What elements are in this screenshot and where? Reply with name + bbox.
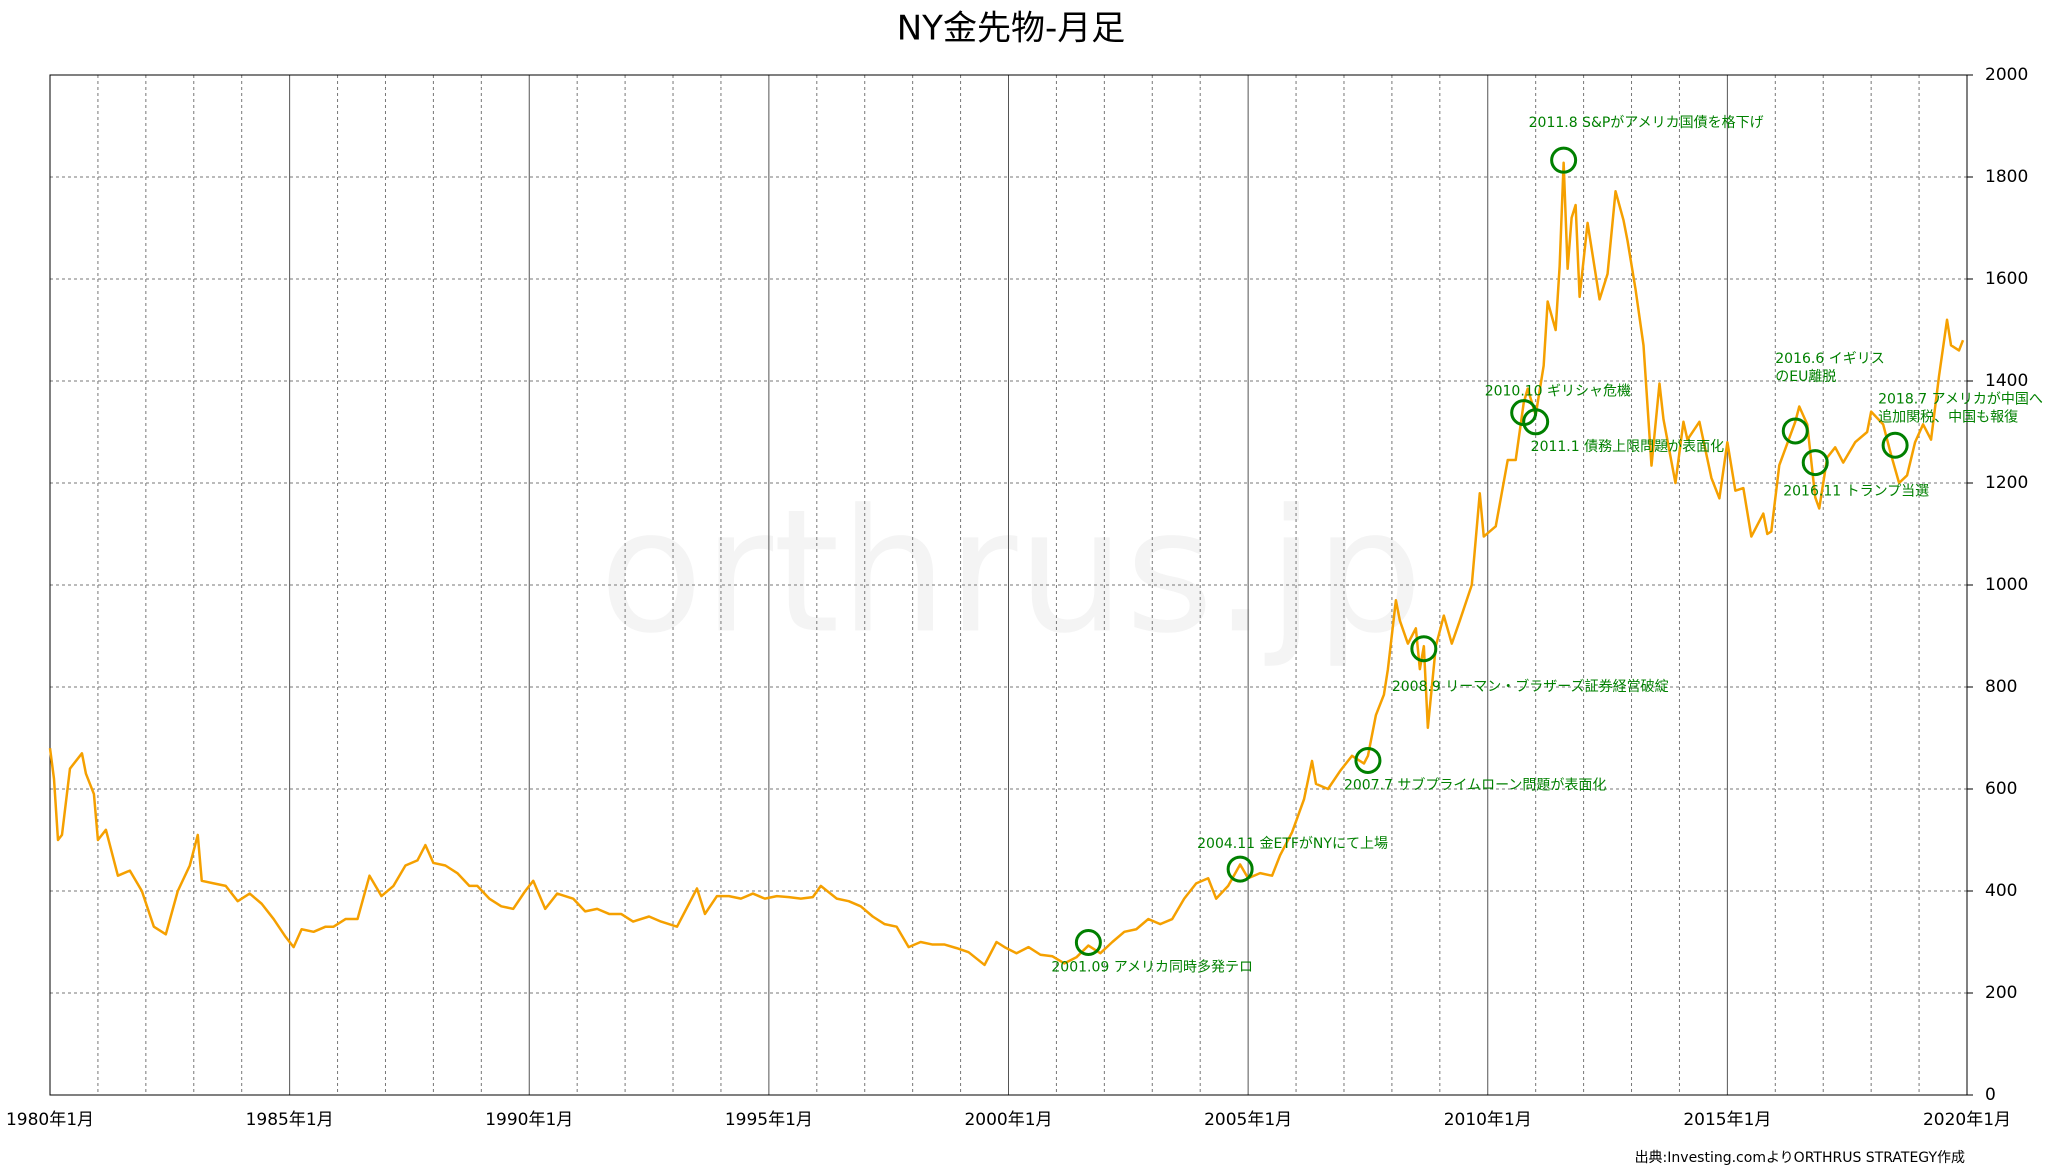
event-marker xyxy=(1522,408,1550,436)
source-note: 出典:Investing.comよりORTHRUS STRATEGY作成 xyxy=(1635,1150,1965,1166)
x-tick-label: 2005年1月 xyxy=(1204,1110,1292,1130)
price-line xyxy=(48,161,1965,967)
plot-frame xyxy=(49,74,1968,1096)
event-label: 2011.1 債務上限問題が表面化 xyxy=(1531,439,1724,455)
chart-title: NY金先物-月足 xyxy=(897,9,1125,49)
event-marker xyxy=(1226,855,1254,883)
y-tick-label: 1000 xyxy=(1985,575,2028,595)
event-label: 2016.11 トランプ当選 xyxy=(1783,484,1929,500)
y-tick-label: 2000 xyxy=(1985,65,2028,85)
event-label: 追加関税、中国も報復 xyxy=(1878,408,2018,425)
event-marker xyxy=(1410,635,1438,663)
x-tick-label: 1990年1月 xyxy=(485,1110,573,1130)
x-tick-label: 2015年1月 xyxy=(1683,1110,1771,1130)
event-label: 2007.7 サブプライムローン問題が表面化 xyxy=(1344,776,1606,793)
event-label: 2011.8 S&Pがアメリカ国債を格下げ xyxy=(1529,115,1764,131)
x-tick-label: 2020年1月 xyxy=(1923,1110,2011,1130)
y-tick-label: 0 xyxy=(1985,1085,1996,1105)
event-marker xyxy=(1354,746,1382,774)
event-label: 2001.09 アメリカ同時多発テロ xyxy=(1051,959,1253,976)
event-label: のEU離脱 xyxy=(1775,368,1836,385)
x-tick-label: 1995年1月 xyxy=(725,1110,813,1130)
event-marker xyxy=(1801,449,1829,477)
event-label: 2010.10 ギリシャ危機 xyxy=(1485,384,1631,400)
event-marker xyxy=(1550,146,1578,174)
watermark: orthrus.jp xyxy=(599,473,1423,671)
y-tick-label: 600 xyxy=(1985,779,2017,799)
x-tick-label: 1980年1月 xyxy=(6,1110,94,1130)
y-tick-label: 400 xyxy=(1985,881,2017,901)
x-tick-label: 2010年1月 xyxy=(1444,1110,1532,1130)
y-tick-label: 1200 xyxy=(1985,473,2028,493)
y-tick-label: 200 xyxy=(1985,983,2017,1003)
y-tick-label: 800 xyxy=(1985,677,2017,697)
event-label: 2018.7 アメリカが中国へ xyxy=(1878,391,2043,407)
y-tick-label: 1400 xyxy=(1985,371,2028,391)
x-tick-label: 2000年1月 xyxy=(964,1110,1052,1130)
event-marker xyxy=(1074,929,1102,957)
event-label: 2004.11 金ETFがNYにて上場 xyxy=(1197,836,1388,852)
event-marker xyxy=(1881,431,1909,459)
event-marker xyxy=(1781,417,1809,445)
event-label: 2008.9 リーマン・ブラザーズ証券経営破綻 xyxy=(1392,678,1669,695)
y-tick-label: 1600 xyxy=(1985,269,2028,289)
x-tick-label: 1985年1月 xyxy=(246,1110,334,1130)
event-label: 2016.6 イギリス xyxy=(1775,351,1884,367)
y-tick-label: 1800 xyxy=(1985,167,2028,187)
